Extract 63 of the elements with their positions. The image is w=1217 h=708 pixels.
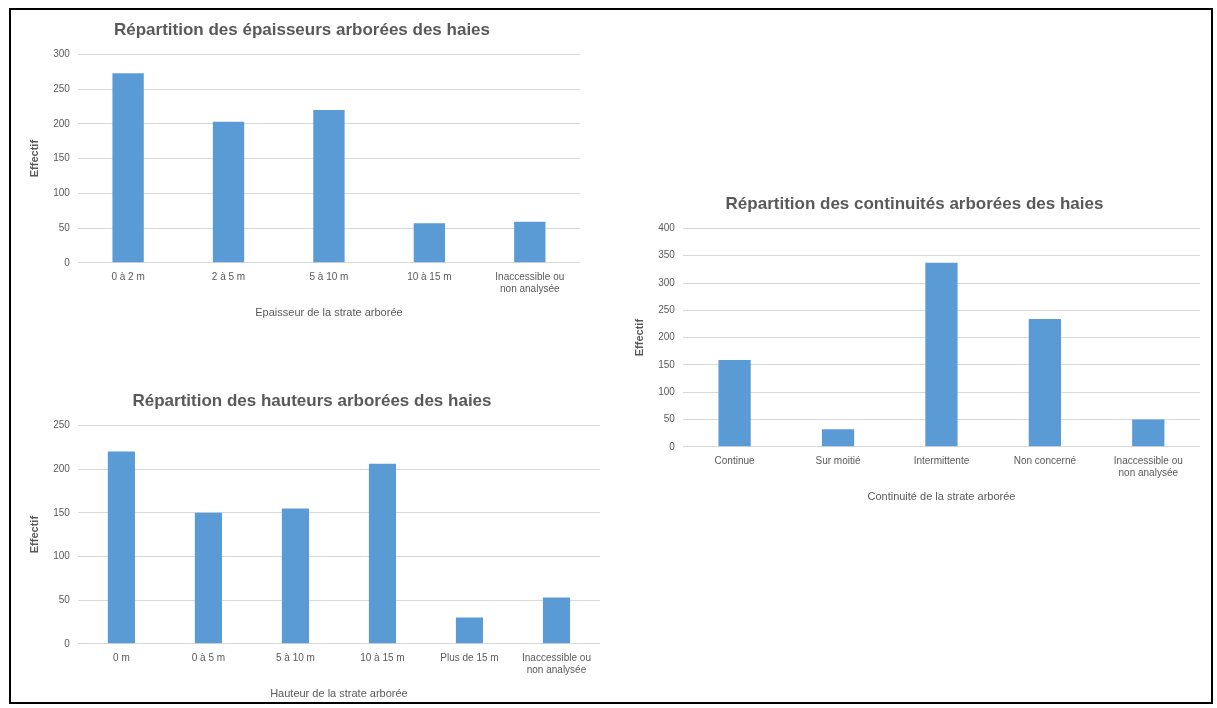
y-tick-label: 150 (53, 506, 71, 518)
y-tick-label: 150 (53, 152, 71, 164)
y-tick-label: 100 (658, 385, 676, 397)
bar (413, 223, 446, 263)
y-tick-label: 50 (58, 221, 71, 233)
y-tick-label: 50 (58, 593, 71, 605)
y-tick-label: 250 (53, 82, 71, 94)
bar (313, 109, 345, 263)
y-tick-label: 200 (53, 462, 71, 474)
chart-title: Répartition des continuités arborées des haies (725, 193, 1104, 213)
bar (542, 597, 571, 644)
chart-title: Répartition des épaisseurs arborées des haies (113, 19, 491, 39)
x-tick-label: 10 à 15 m (360, 651, 405, 663)
x-tick-label: 0 à 2 m (111, 270, 145, 282)
y-tick-label: 250 (53, 419, 71, 431)
x-tick-label: 10 à 15 m (407, 270, 452, 282)
bar (194, 512, 222, 644)
x-tick-label: 0 m (113, 651, 130, 663)
y-tick-label: 200 (53, 117, 71, 129)
y-tick-label: 150 (658, 358, 676, 370)
x-tick-label: Plus de 15 m (440, 651, 499, 663)
bar (281, 508, 310, 644)
y-tick-label: 250 (658, 304, 676, 316)
y-tick-label: 0 (64, 256, 71, 268)
bar (112, 73, 144, 263)
x-tick-label: Intermittente (913, 454, 970, 466)
y-tick-label: 100 (53, 550, 71, 562)
x-tick-label: Inaccessible ou non analysée (522, 651, 591, 675)
y-tick-label: 100 (53, 187, 71, 199)
y-tick-label: 0 (669, 440, 676, 452)
bar (1132, 419, 1165, 447)
bar (212, 121, 245, 263)
y-tick-label: 50 (663, 413, 676, 425)
bar (455, 617, 484, 644)
bar (1028, 319, 1061, 447)
bar (514, 221, 546, 263)
x-axis-title: Hauteur de la strate arborée (270, 687, 408, 700)
x-tick-label: Inaccessible ou non analysée (495, 270, 565, 294)
y-axis-title: Effectif (632, 318, 645, 357)
x-tick-label: Inaccessible ou non analysée (1113, 454, 1183, 478)
x-axis-title: Epaisseur de la strate arborée (255, 306, 403, 319)
y-tick-label: 400 (658, 222, 676, 234)
bar (718, 359, 751, 447)
x-tick-label: 0 à 5 m (191, 651, 226, 663)
y-tick-label: 300 (53, 48, 71, 60)
y-tick-label: 0 (64, 637, 71, 649)
bar (821, 429, 855, 447)
y-tick-label: 350 (658, 249, 676, 261)
x-tick-label: 5 à 10 m (275, 651, 315, 663)
bar (925, 262, 958, 447)
y-tick-label: 200 (658, 331, 676, 343)
y-axis-title: Effectif (27, 139, 40, 178)
x-tick-label: Sur moitié (815, 454, 861, 466)
x-tick-label: Non concerné (1013, 454, 1077, 466)
chart-title: Répartition des hauteurs arborées des haies (132, 390, 492, 410)
bar (107, 451, 135, 644)
bar (368, 463, 397, 644)
x-tick-label: 5 à 10 m (309, 270, 349, 282)
y-axis-title: Effectif (27, 515, 40, 554)
x-axis-title: Continuité de la strate arborée (867, 490, 1016, 503)
y-tick-label: 300 (658, 276, 676, 288)
x-tick-label: Continue (714, 454, 756, 466)
x-tick-label: 2 à 5 m (211, 270, 246, 282)
